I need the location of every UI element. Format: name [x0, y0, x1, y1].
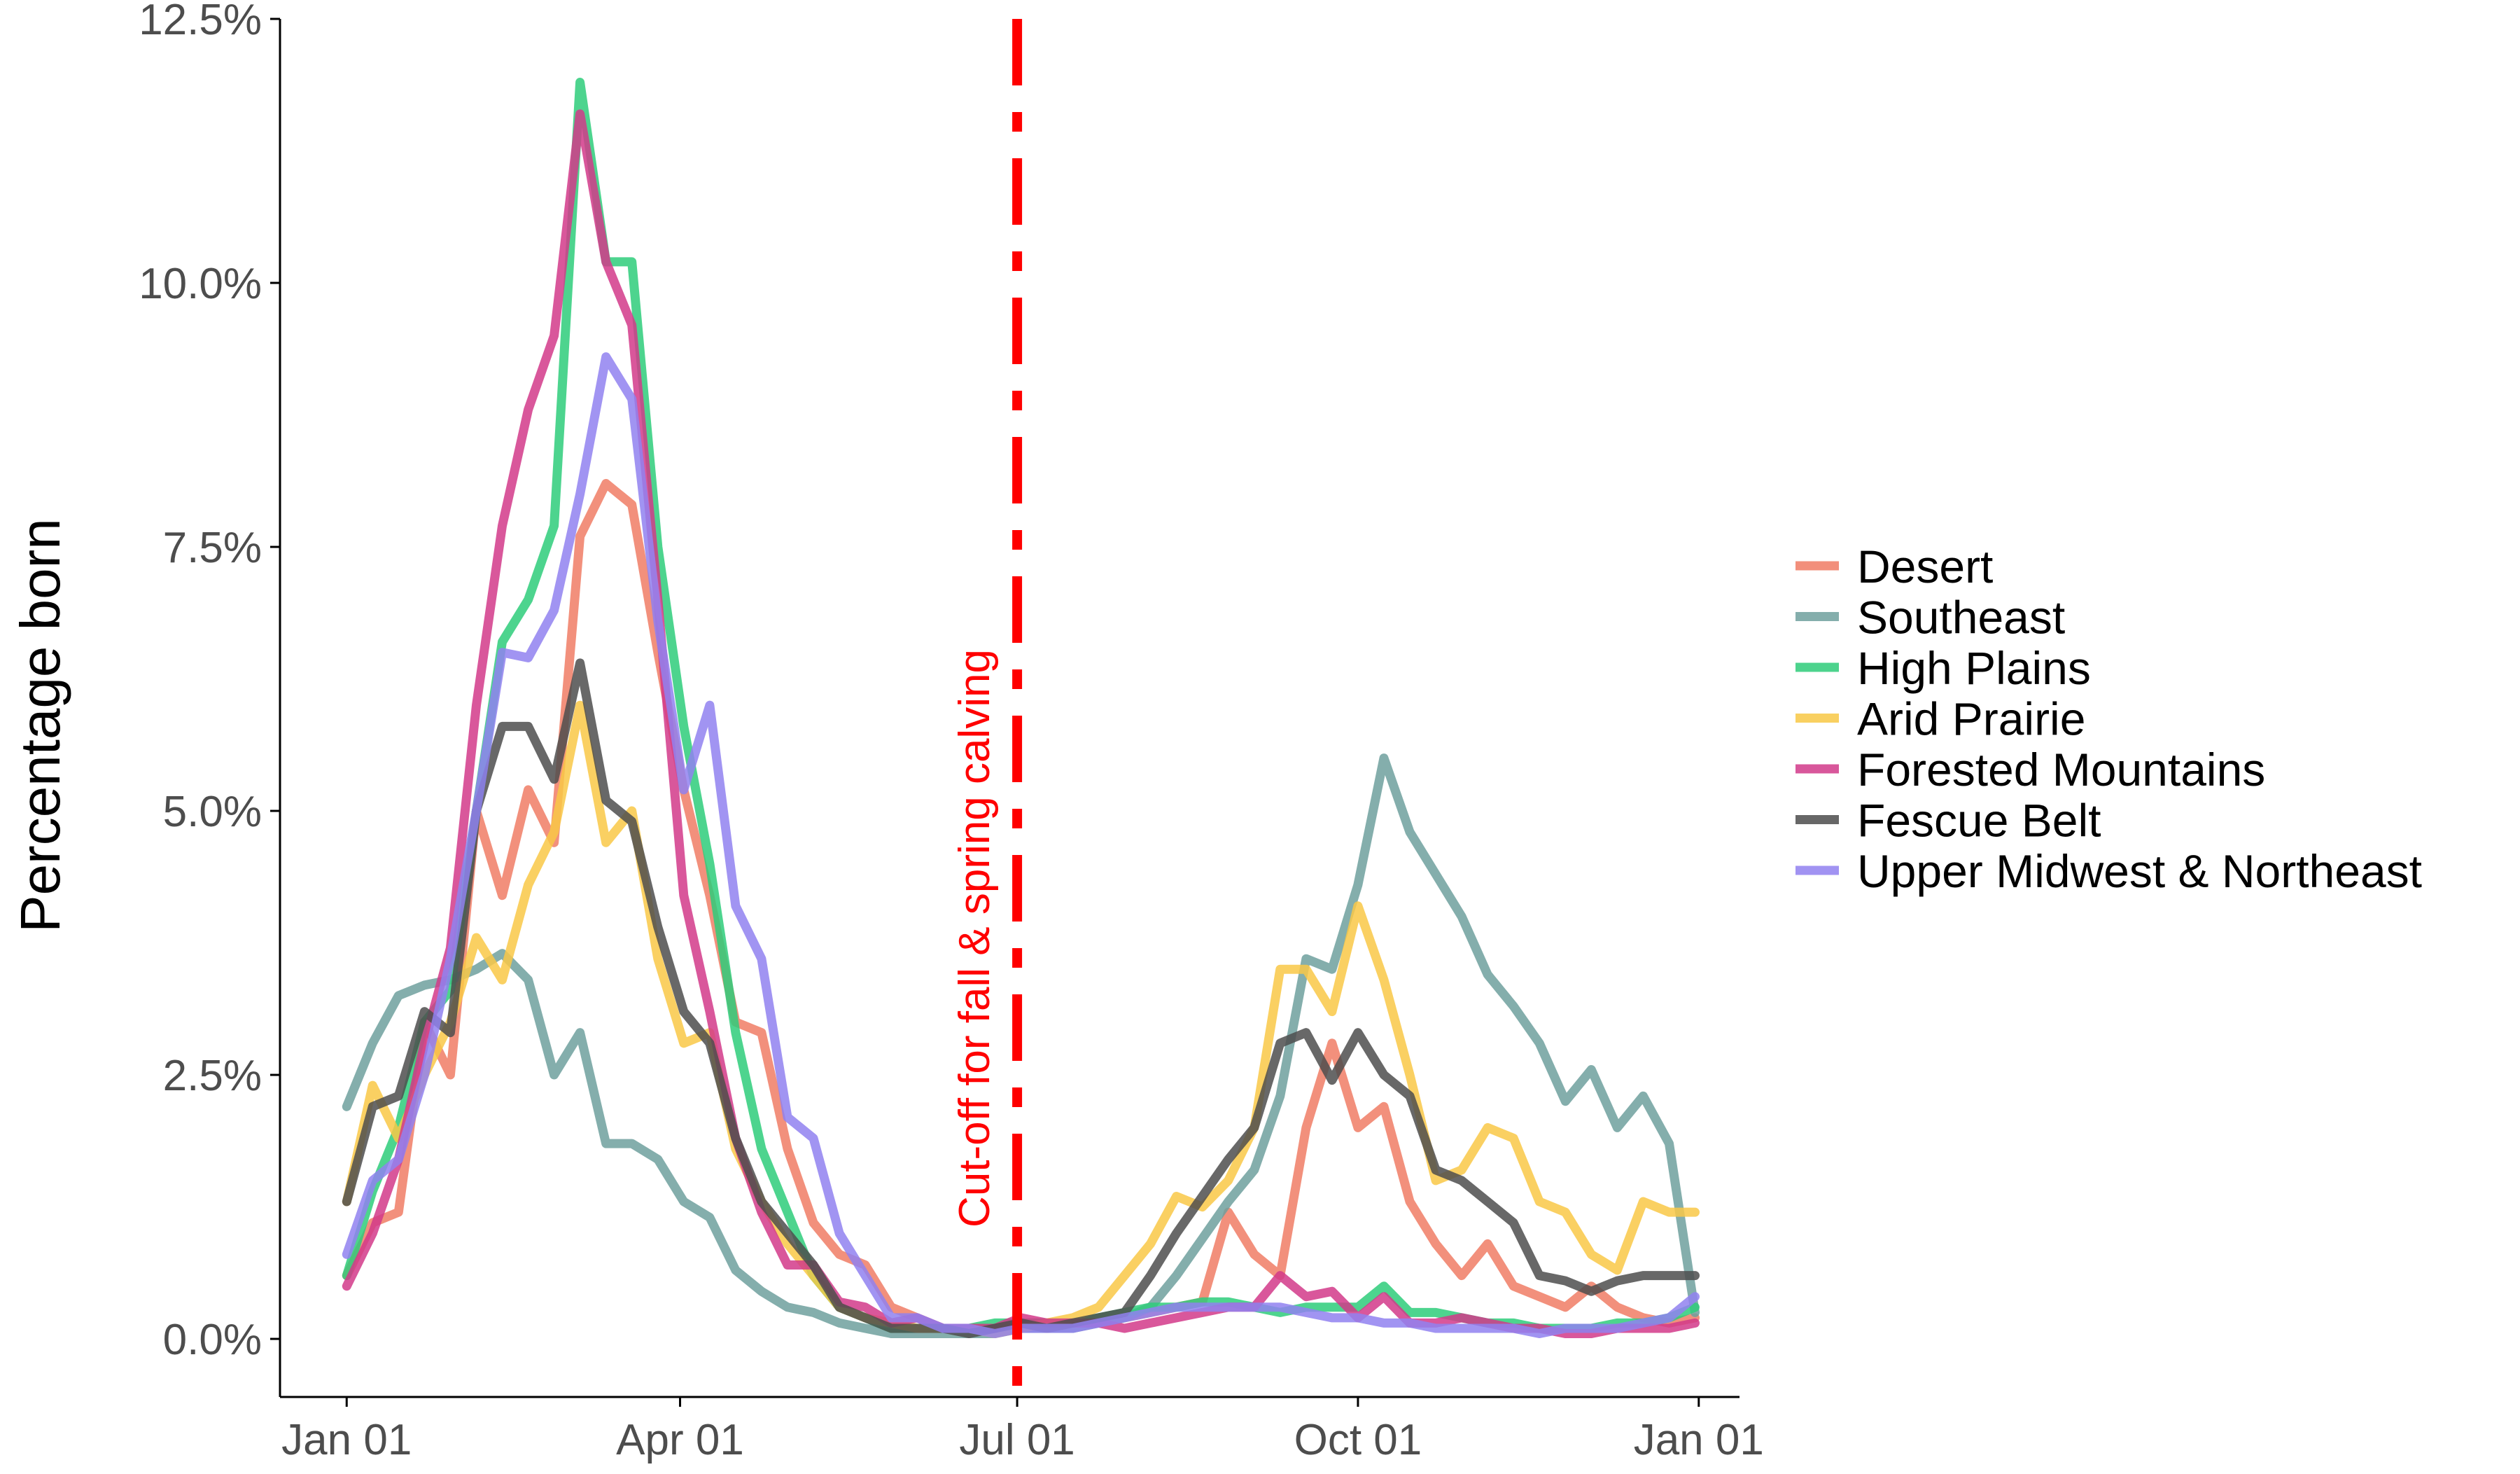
legend-label: Southeast [1857, 592, 2065, 644]
cutoff-label: Cut-off for fall & spring calving [951, 649, 999, 1228]
x-tick-label: Jul 01 [959, 1416, 1074, 1464]
y-tick-label: 5.0% [163, 788, 262, 836]
y-tick-label: 0.0% [163, 1316, 262, 1364]
x-tick-label: Apr 01 [616, 1416, 744, 1464]
y-axis-title: Percentage born [9, 518, 71, 933]
legend-label: Forested Mountains [1857, 744, 2265, 795]
axes-layer [279, 19, 1740, 1398]
legend-label: High Plains [1857, 642, 2091, 694]
x-tick-label: Jan 01 [281, 1416, 412, 1464]
annotation-layer: Cut-off for fall & spring calving [951, 19, 1023, 1397]
legend-label: Upper Midwest & Northeast [1857, 845, 2422, 897]
legend-label: Arid Prairie [1857, 693, 2085, 745]
x-tick-label: Jan 01 [1634, 1416, 1764, 1464]
y-tick-label: 10.0% [139, 260, 262, 308]
y-tick-label: 12.5% [139, 0, 262, 44]
ticks-layer: 0.0% 2.5% 5.0% 7.5% 10.0% 12.5% Jan 01 Apr 01 Ju… [139, 0, 1764, 1464]
y-tick-label: 2.5% [163, 1052, 262, 1100]
legend-label: Desert [1857, 541, 1993, 592]
legend-label: Fescue Belt [1857, 795, 2101, 847]
y-tick-label: 7.5% [163, 524, 262, 572]
x-tick-label: Oct 01 [1294, 1416, 1422, 1464]
